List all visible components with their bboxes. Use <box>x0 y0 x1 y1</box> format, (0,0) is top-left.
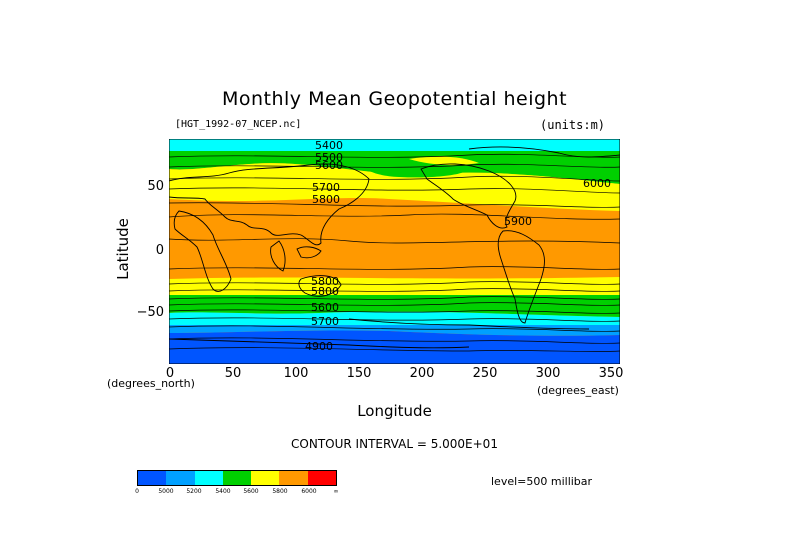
contour-label: 5700 <box>312 181 340 194</box>
contour-label: 5600 <box>311 301 339 314</box>
band-cyan-north <box>169 139 620 151</box>
y-tick-label: 50 <box>147 179 164 194</box>
x-axis-label: Longitude <box>357 402 432 420</box>
x-tick-label: 300 <box>535 366 561 381</box>
legend-swatch <box>251 471 280 485</box>
dataset-label: [HGT_1992-07_NCEP.nc] <box>175 119 302 130</box>
legend-tick-label: 5600 <box>243 488 259 495</box>
x-unit-label: (degrees_east) <box>537 384 619 397</box>
contour-label: 5400 <box>315 139 343 152</box>
legend-swatch <box>166 471 195 485</box>
geopotential-map: 5400 5500 5600 5700 5800 5800 5900 5800 … <box>169 139 620 364</box>
band-green-lobe <box>364 163 471 178</box>
x-tick-label: 50 <box>224 366 242 381</box>
legend-tick-label: ∞ <box>333 488 339 495</box>
legend-tick-label: 5400 <box>215 488 231 495</box>
contour-lines <box>169 153 620 352</box>
y-tick-label: 0 <box>155 243 164 258</box>
contour-label: 5800 <box>311 285 339 298</box>
band-yellow-south <box>169 277 620 295</box>
x-tick-label: 100 <box>283 366 309 381</box>
band-cyan-south <box>169 311 620 325</box>
contour-label: 4900 <box>305 340 333 353</box>
contour-label-group: 5400 5500 5600 5700 5800 5800 5900 5800 … <box>305 139 611 353</box>
coastlines <box>169 146 620 349</box>
page-title: Monthly Mean Geopotential height <box>221 88 568 110</box>
band-yellow-north <box>169 163 620 211</box>
color-legend <box>137 470 337 486</box>
contour-label: 5800 <box>312 193 340 206</box>
level-label: level=500 millibar <box>491 475 593 488</box>
x-tick-label: 250 <box>472 366 498 381</box>
contour-label: 6000 <box>583 177 611 190</box>
contour-label: 5800 <box>311 275 339 288</box>
x-tick-label: 0 <box>165 366 175 381</box>
legend-swatch <box>138 471 167 485</box>
contour-label: 5600 <box>315 159 343 172</box>
contour-label: 5900 <box>504 215 532 228</box>
band-lightblue-south <box>169 325 620 336</box>
legend-swatch <box>279 471 308 485</box>
x-tick-label: 200 <box>409 366 435 381</box>
contour-label: 5700 <box>311 315 339 328</box>
band-green-south <box>169 295 620 317</box>
y-axis-label: Latitude <box>114 218 132 280</box>
x-tick-label: 150 <box>346 366 372 381</box>
units-label: (units:m) <box>540 118 606 132</box>
y-tick-label: −50 <box>136 305 164 320</box>
contour-interval-label: CONTOUR INTERVAL = 5.000E+01 <box>291 437 498 451</box>
legend-swatch <box>222 471 252 485</box>
legend-swatch <box>194 471 223 485</box>
x-tick-label: 350 <box>598 366 624 381</box>
legend-tick-label: 5200 <box>186 488 202 495</box>
band-yellow-lobe <box>409 156 479 166</box>
legend-tick-label: 6000 <box>301 488 317 495</box>
legend-tick-label: 0 <box>135 488 139 495</box>
contour-label: 5500 <box>315 151 343 164</box>
legend-swatch <box>307 471 336 485</box>
legend-tick-label: 5000 <box>158 488 174 495</box>
legend-tick-label: 5800 <box>272 488 288 495</box>
y-unit-label: (degrees_north) <box>107 377 195 390</box>
